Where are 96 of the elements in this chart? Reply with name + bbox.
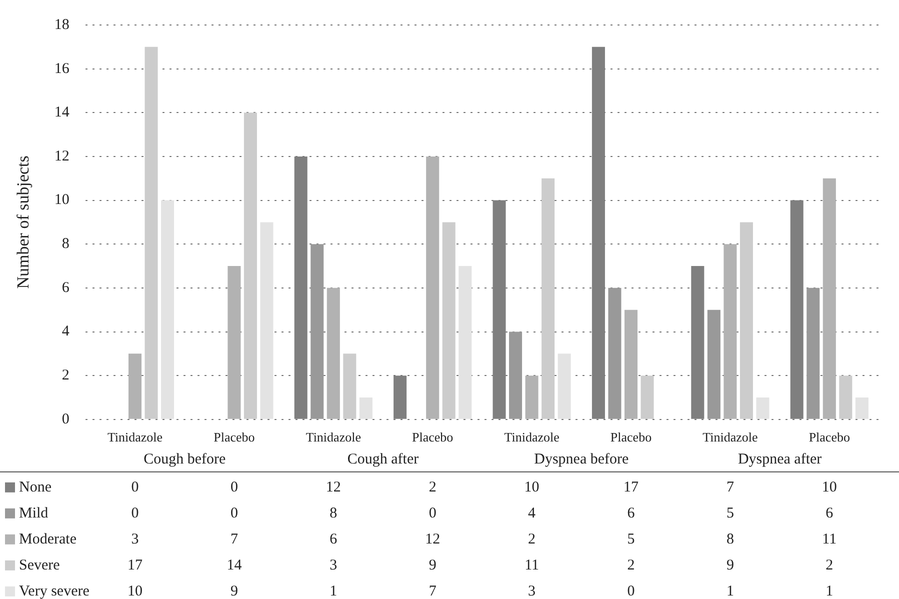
data-label: 0 xyxy=(131,505,139,522)
bar xyxy=(640,376,654,419)
bar xyxy=(624,310,638,419)
bar xyxy=(458,266,472,419)
y-tick-label: 8 xyxy=(62,236,70,252)
data-label: 3 xyxy=(330,557,338,574)
y-axis-title: Number of subjects xyxy=(14,156,33,289)
y-tick-label: 10 xyxy=(54,192,70,208)
bar xyxy=(756,397,770,419)
data-label: 0 xyxy=(230,505,238,522)
data-label: 11 xyxy=(524,557,540,574)
data-label: 2 xyxy=(428,479,436,496)
data-label: 6 xyxy=(826,505,834,522)
y-tick-label: 12 xyxy=(54,148,70,164)
text: Cough before xyxy=(144,451,226,468)
bar xyxy=(310,244,324,419)
bar xyxy=(260,222,274,419)
data-label: 3 xyxy=(131,531,139,548)
text: Dyspnea before xyxy=(534,451,630,468)
y-tick-label: 18 xyxy=(54,16,70,33)
data-label: 0 xyxy=(230,479,238,496)
bar xyxy=(822,178,836,419)
data-label: 0 xyxy=(428,505,436,522)
bar xyxy=(228,266,241,419)
bar xyxy=(806,288,820,419)
data-label: 4 xyxy=(528,505,536,522)
data-label: 5 xyxy=(627,531,635,548)
data-label: 8 xyxy=(330,505,338,522)
legend-label: Severe xyxy=(19,557,60,574)
y-tick-label: 14 xyxy=(54,104,70,121)
data-label: 9 xyxy=(726,557,734,574)
y-tick-label: 2 xyxy=(62,368,70,384)
bar xyxy=(326,288,340,419)
data-label: 2 xyxy=(627,557,635,574)
x-tick-label: Tinidazole xyxy=(107,430,163,445)
data-label: 8 xyxy=(726,531,734,548)
bar xyxy=(343,354,356,419)
data-label: 11 xyxy=(822,531,837,548)
bar xyxy=(542,178,555,419)
bar xyxy=(839,376,852,419)
bar xyxy=(525,376,538,419)
bar xyxy=(442,222,456,419)
x-tick-label: Placebo xyxy=(214,430,255,445)
x-tick-label: Tinidazole xyxy=(306,430,362,445)
bar xyxy=(724,244,737,419)
bar xyxy=(855,397,868,419)
bar xyxy=(244,112,257,419)
data-label: 12 xyxy=(425,531,440,548)
data-label: 1 xyxy=(726,583,734,599)
bar xyxy=(144,46,158,419)
text: Dyspnea after xyxy=(738,451,822,468)
data-label: 10 xyxy=(128,583,142,599)
data-label: 6 xyxy=(627,505,636,522)
text: Cough after xyxy=(347,451,419,468)
x-tick-label: Tinidazole xyxy=(504,430,560,445)
y-tick-label: 6 xyxy=(62,280,70,296)
bar xyxy=(558,354,571,419)
data-label: 2 xyxy=(528,531,536,548)
legend-label: Mild xyxy=(19,505,49,522)
x-tick-label: Placebo xyxy=(412,430,454,445)
data-label: 14 xyxy=(226,557,242,574)
y-tick-label: 4 xyxy=(62,324,70,340)
bar xyxy=(426,156,440,419)
data-label: 0 xyxy=(131,479,139,496)
y-tick-label: 0 xyxy=(62,411,70,428)
data-label: 7 xyxy=(726,479,734,496)
bar xyxy=(707,310,720,419)
data-label: 2 xyxy=(826,557,834,574)
data-label: 9 xyxy=(428,557,436,574)
data-label: 1 xyxy=(330,583,338,599)
bar xyxy=(161,200,174,419)
data-label: 12 xyxy=(326,479,341,496)
bar xyxy=(608,288,622,419)
data-label: 3 xyxy=(528,583,536,599)
data-label: 5 xyxy=(726,505,734,522)
data-label: 10 xyxy=(822,479,837,496)
y-tick-label: 16 xyxy=(54,60,70,77)
data-label: 1 xyxy=(826,583,834,599)
data-label: 17 xyxy=(624,479,639,496)
legend-label: None xyxy=(19,479,52,496)
x-tick-label: Placebo xyxy=(610,430,652,445)
bar xyxy=(128,354,142,419)
legend-label: Very severe xyxy=(19,583,90,599)
bar xyxy=(740,222,753,419)
data-label: 7 xyxy=(428,583,437,599)
data-label: 17 xyxy=(128,557,143,574)
data-label: 6 xyxy=(330,531,338,548)
data-label: 0 xyxy=(627,583,635,599)
data-label: 9 xyxy=(230,583,238,599)
bar xyxy=(509,332,522,419)
legend-label: Moderate xyxy=(19,531,77,548)
x-tick-label: Tinidazole xyxy=(702,430,758,445)
data-label: 10 xyxy=(524,479,540,496)
data-label: 7 xyxy=(230,531,238,548)
x-tick-label: Placebo xyxy=(808,430,850,445)
bar xyxy=(359,397,372,419)
